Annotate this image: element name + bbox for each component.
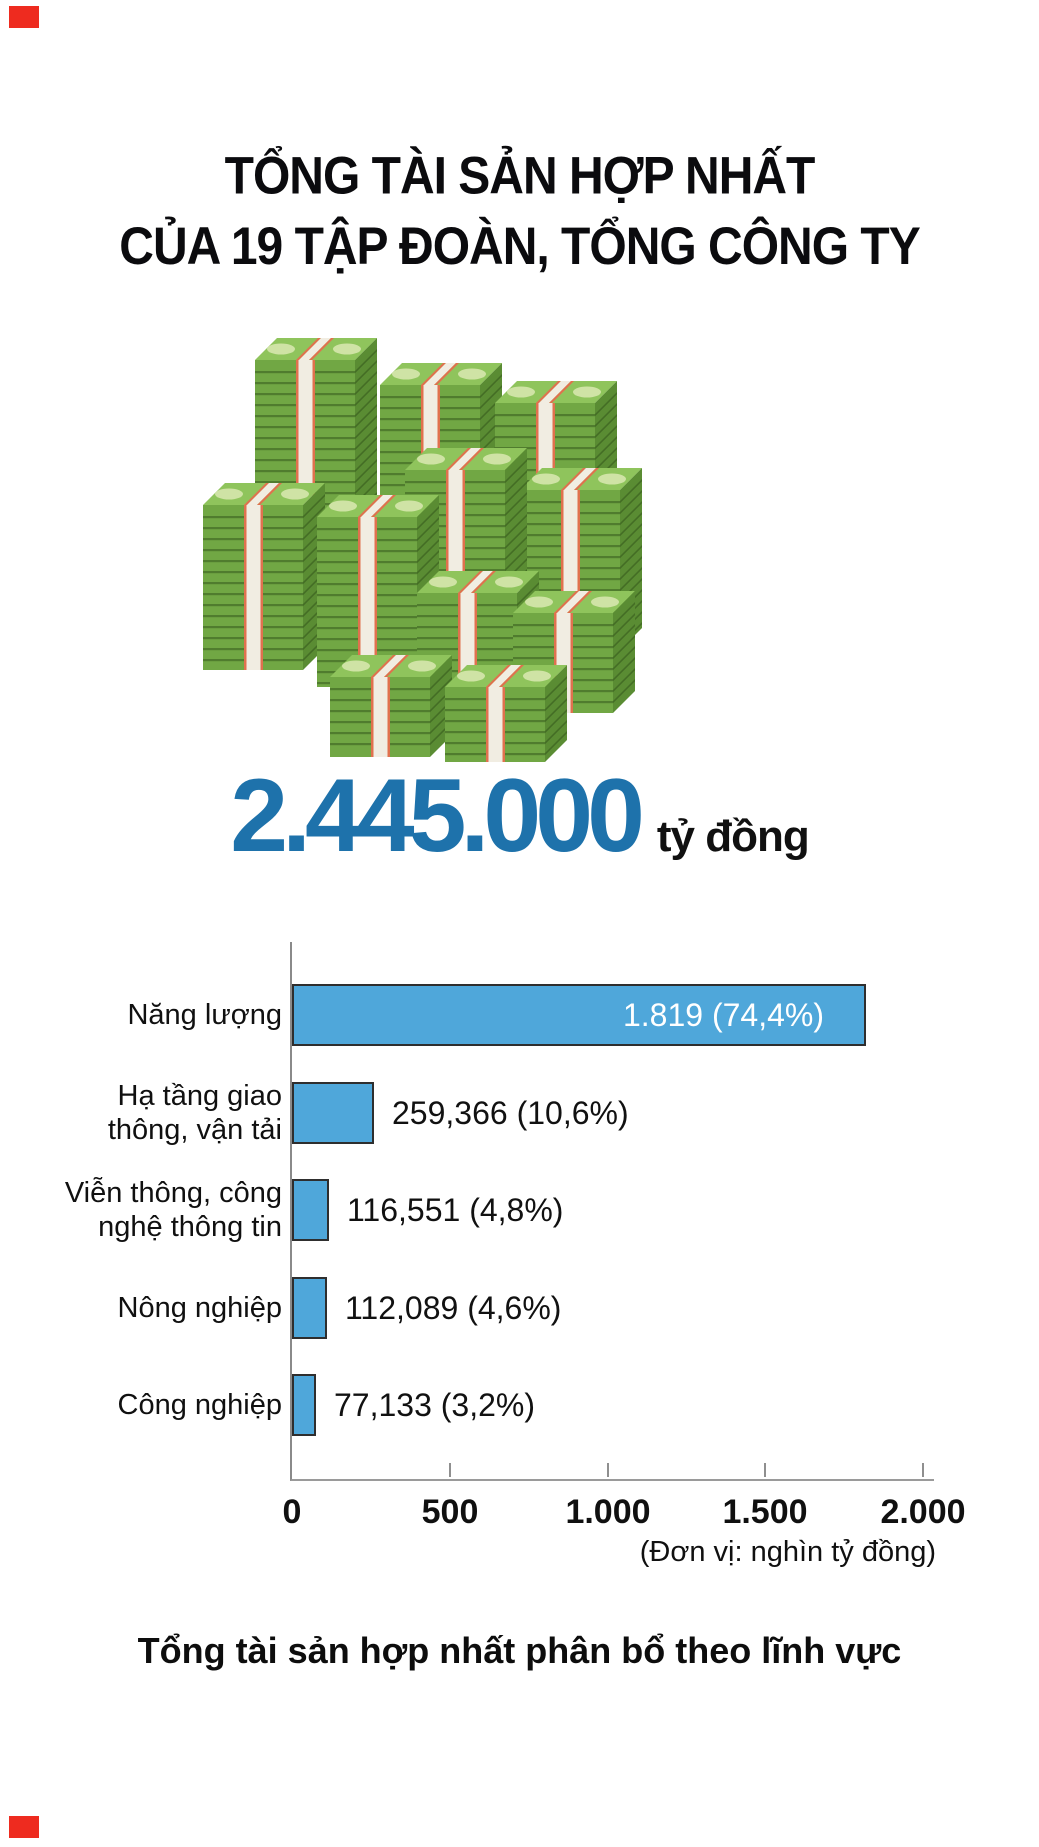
value-label-0: 1.819 (74,4%) xyxy=(622,997,824,1033)
x-tick-label-500: 500 xyxy=(421,1493,479,1531)
page-title-line2: CỦA 19 TẬP ĐOÀN, TỔNG CÔNG TY xyxy=(119,217,920,277)
value-label-3: 112,089 (4,6%) xyxy=(345,1289,562,1326)
chart-bar-3 xyxy=(292,1276,327,1339)
total-amount: 2.445.000 xyxy=(230,758,645,874)
x-tick-label-0: 0 xyxy=(282,1493,302,1531)
value-label-1: 259,366 (10,6%) xyxy=(392,1094,629,1131)
x-tick-label-2.000: 2.000 xyxy=(880,1493,966,1531)
total-assets: 2.445.000 tỷ đồng xyxy=(0,764,1039,868)
page-title-line1: TỔNG TÀI SẢN HỢP NHẤT xyxy=(224,147,816,206)
total-unit: tỷ đồng xyxy=(656,812,810,861)
x-tick-500 xyxy=(449,1463,451,1477)
category-label-1: Hạ tầng giao thông, vận tải xyxy=(107,1079,282,1146)
category-label-4: Công nghiệp xyxy=(117,1389,282,1421)
x-tick-1.500 xyxy=(764,1463,766,1477)
chart-bar-4 xyxy=(292,1374,316,1436)
axis-unit-note: (Đơn vị: nghìn tỷ đồng) xyxy=(639,1536,936,1568)
x-tick-label-1.000: 1.000 xyxy=(565,1493,651,1531)
x-tick-label-1.500: 1.500 xyxy=(722,1493,808,1531)
value-label-4: 77,133 (3,2%) xyxy=(334,1387,536,1423)
chart-caption: Tổng tài sản hợp nhất phân bổ theo lĩnh … xyxy=(137,1630,902,1671)
category-label-3: Nông nghiệp xyxy=(117,1291,282,1324)
corner-mark-top-left xyxy=(9,6,39,28)
money-stacks-illustration xyxy=(203,338,642,762)
corner-mark-bottom-left xyxy=(9,1816,39,1838)
x-tick-1.000 xyxy=(607,1463,609,1477)
x-tick-2.000 xyxy=(922,1463,924,1477)
category-label-0: Năng lượng xyxy=(127,999,282,1031)
page-title: TỔNG TÀI SẢN HỢP NHẤT CỦA 19 TẬP ĐOÀN, T… xyxy=(0,142,1039,283)
chart-bar-1 xyxy=(292,1081,374,1144)
chart-bar-2 xyxy=(292,1179,329,1241)
chart-bar-0 xyxy=(292,984,866,1046)
category-label-2: Viễn thông, công nghệ thông tin xyxy=(64,1177,282,1243)
plot-area xyxy=(290,942,934,1481)
value-label-2: 116,551 (4,8%) xyxy=(347,1192,564,1228)
